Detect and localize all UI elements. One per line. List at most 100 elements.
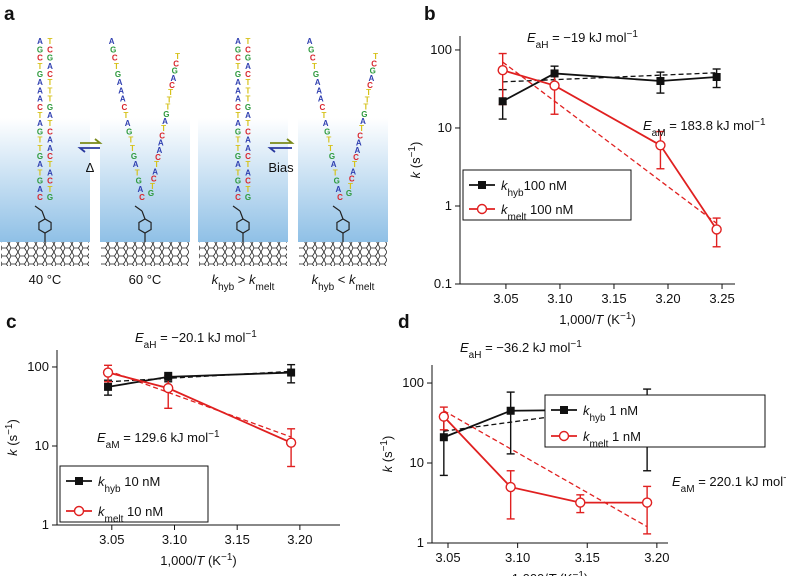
text-part: T (595, 312, 604, 327)
y-axis-title: k (s−1) (407, 142, 424, 179)
marker (656, 77, 665, 86)
x-tick-label: 3.05 (435, 550, 460, 565)
text-part: 100 nM (524, 178, 567, 193)
text-part: E (460, 340, 469, 355)
text-part: (K (603, 312, 620, 327)
text-part: aH (536, 40, 549, 51)
text-part: −1 (379, 440, 390, 452)
glow (100, 118, 190, 242)
text-part: melt (105, 514, 124, 525)
marker (104, 382, 113, 391)
caption: 60 °C (129, 272, 162, 287)
text-part: melt (256, 282, 275, 293)
legend-label: kmelt 100 nM (501, 202, 573, 223)
legend-label: khyb 10 nM (98, 474, 160, 495)
bond (41, 210, 46, 220)
y-tick-label: 10 (35, 438, 49, 453)
panel-label: d (398, 312, 410, 333)
text-part: ) (232, 553, 236, 568)
marker (438, 411, 450, 422)
x-tick-label: 3.10 (547, 291, 572, 306)
y-tick-label: 1 (42, 517, 49, 532)
strand: CAGTAGTTGATCAAAGTCGA (307, 37, 343, 202)
x-tick-label: 3.15 (575, 550, 600, 565)
legend-marker (560, 406, 568, 414)
y-axis-title: k (s−1) (379, 436, 396, 473)
arrow-label: Bias (268, 160, 294, 175)
text-part: ) (584, 571, 588, 576)
legend-box (544, 394, 766, 448)
text-part: = 129.6 kJ mol (120, 430, 209, 445)
text-part: k (212, 272, 220, 287)
strand: GTCATCAACTAGTTTCAGCT (47, 37, 53, 202)
bond (339, 210, 344, 220)
text-part: −1 (245, 329, 257, 340)
legend-label: kmelt 10 nM (98, 504, 163, 525)
text-part: melt (590, 439, 609, 450)
text-part: −1 (221, 552, 233, 563)
panel-label: a (4, 4, 15, 25)
text-part: = −19 kJ mol (548, 30, 626, 45)
text-part: = −20.1 kJ mol (156, 330, 245, 345)
arrow (270, 138, 295, 144)
text-part: (s (408, 157, 423, 172)
text-part: k (98, 504, 106, 519)
arrow (80, 138, 103, 144)
text-part: −1 (783, 473, 786, 484)
text-part: ) (5, 419, 20, 423)
text-part: (s (5, 434, 20, 449)
marker (575, 497, 586, 508)
x-tick-label: 3.20 (287, 532, 312, 547)
text-part: k (408, 170, 423, 178)
text-part: 40 °C (29, 272, 62, 287)
marker (498, 97, 507, 106)
text-part: aM (652, 128, 666, 139)
bond (332, 205, 341, 212)
y-tick-label: 10 (410, 455, 424, 470)
legend-marker (73, 505, 85, 517)
caption: 40 °C (29, 272, 62, 287)
text-part: hyb (508, 188, 525, 199)
caption: khyb < kmelt (312, 272, 375, 293)
text-part: > (234, 272, 249, 287)
fit-line (502, 61, 718, 224)
y-tick-label: 0.1 (434, 276, 452, 291)
text-part: E (643, 118, 652, 133)
text-part: −1 (407, 146, 418, 158)
text-part: k (501, 202, 509, 217)
y-tick-label: 1 (445, 198, 452, 213)
strand: CAGTAGTTGATCAAAGTCGA (37, 37, 43, 202)
panel-label: b (424, 4, 436, 25)
strand: GTCATCAACTAGTTTCAGCT (245, 37, 251, 202)
text-part: −1 (754, 117, 766, 128)
annotation: EaM = 220.1 kJ mol−1 (672, 473, 786, 495)
legend-marker (75, 477, 83, 485)
legend-box (462, 169, 632, 221)
x-axis-title: 1,000/T (K−1) (160, 552, 236, 569)
legend-label: khyb100 nM (501, 178, 567, 199)
text-part: E (527, 30, 536, 45)
strand: GTCATCAACTAGTTTCAGCT (148, 52, 180, 198)
x-tick-label: 3.15 (225, 532, 250, 547)
text-part: k (349, 272, 357, 287)
fit-line (443, 410, 648, 528)
text-part: k (5, 448, 20, 456)
text-part: ) (631, 312, 635, 327)
marker (287, 368, 296, 377)
marker (549, 80, 560, 91)
text-part: −1 (4, 423, 15, 435)
series-line (502, 72, 717, 103)
graphene (101, 242, 189, 266)
legend-box (59, 465, 209, 523)
bond (232, 205, 241, 212)
bond (34, 205, 43, 212)
text-part: E (97, 430, 106, 445)
x-tick-label: 3.05 (99, 532, 124, 547)
text-part: (K (556, 571, 573, 576)
marker (102, 367, 114, 378)
panel-label: c (6, 312, 17, 333)
y-axis-title: k (s−1) (4, 419, 21, 456)
text-part: 100 nM (526, 202, 573, 217)
text-part: k (501, 178, 509, 193)
